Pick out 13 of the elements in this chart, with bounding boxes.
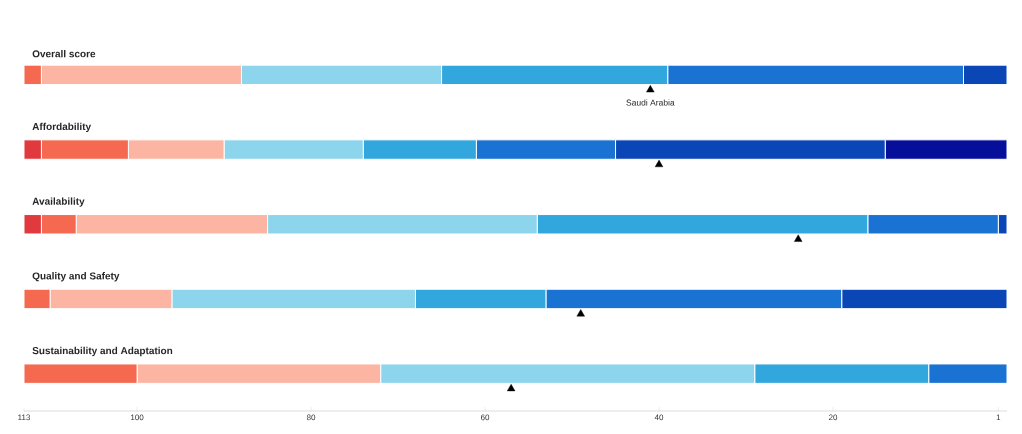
x-tick-label: 80 [306, 414, 316, 421]
x-tick-label: 100 [131, 414, 144, 421]
y-tick-label: Quality and Safety [32, 272, 120, 282]
x-tick-label: 40 [654, 414, 664, 421]
x-tick-label: 20 [828, 414, 838, 421]
x-tick-label: 60 [481, 414, 490, 421]
annotation: Saudi Arabia [626, 99, 675, 106]
x-tick-label: 113 [18, 414, 31, 421]
y-tick-label: Affordability [32, 122, 92, 133]
y-tick-label: Sustainability and Adaptation [32, 346, 173, 357]
y-tick-label: Overall score [32, 49, 96, 58]
x-tick-label: 1 [996, 414, 1001, 421]
y-tick-label: Availability [32, 197, 85, 207]
